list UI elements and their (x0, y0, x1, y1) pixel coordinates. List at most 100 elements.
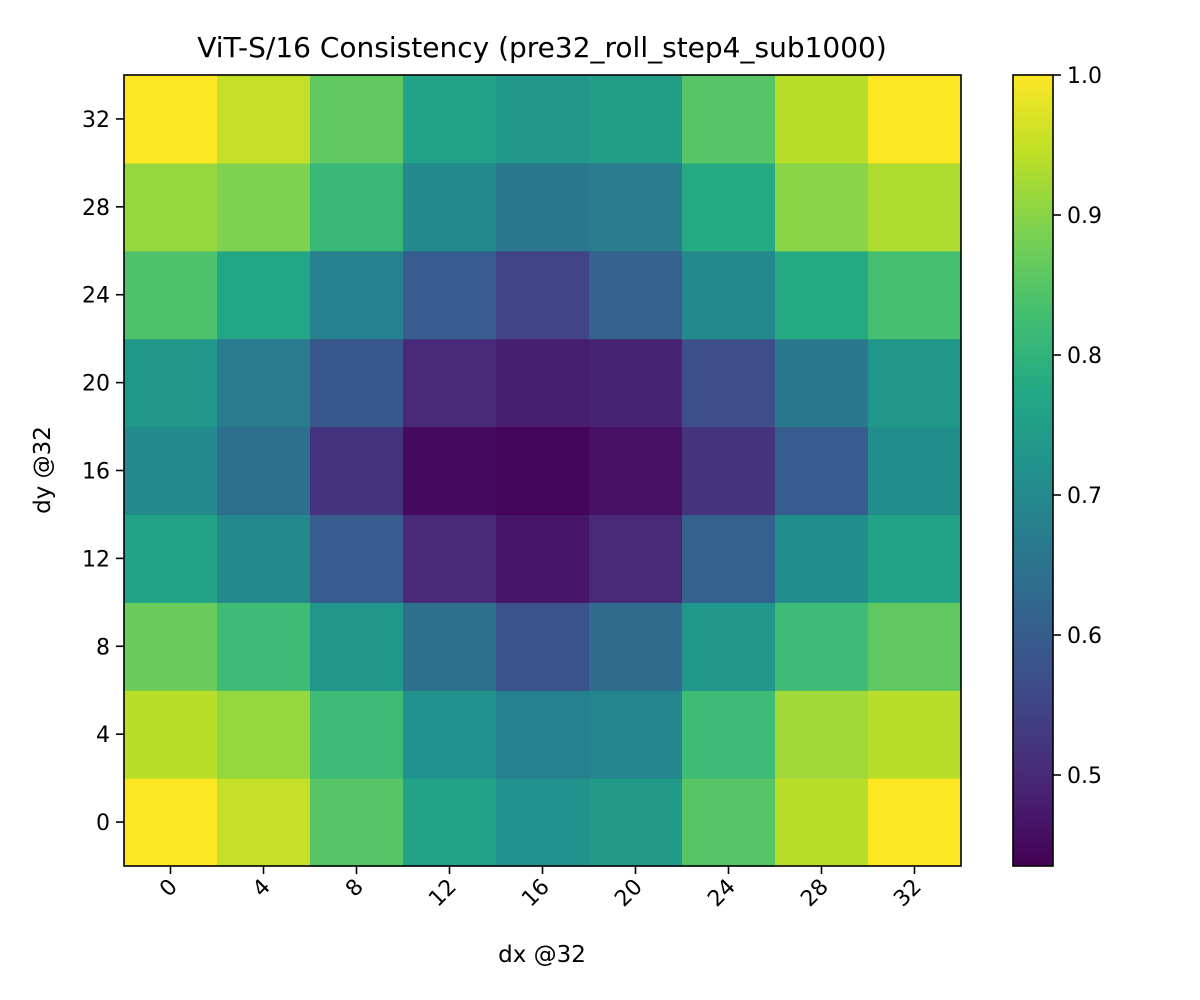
heatmap-cell (310, 426, 404, 516)
heatmap-cell (496, 250, 590, 340)
heatmap-cell (496, 162, 590, 252)
heatmap-cell (496, 338, 590, 428)
x-tick-label: 24 (703, 875, 740, 912)
y-tick-label: 0 (96, 811, 110, 836)
heatmap-cell (682, 602, 776, 691)
heatmap-cell (496, 778, 590, 867)
heatmap-cell (217, 162, 311, 252)
heatmap-cell (217, 338, 311, 428)
heatmap-cell (589, 426, 683, 516)
y-axis-label: dy @32 (30, 426, 56, 514)
heatmap-cell (403, 250, 497, 340)
x-tick-label: 8 (341, 875, 369, 903)
heatmap-cell (868, 778, 962, 867)
heatmap-cell (217, 426, 311, 516)
heatmap-cell (868, 338, 962, 428)
heatmap-cell (868, 602, 962, 691)
heatmap-cell (403, 338, 497, 428)
y-tick-label: 32 (82, 108, 110, 133)
heatmap-cell (682, 426, 776, 516)
heatmap-cell (682, 75, 776, 164)
heatmap-cell (310, 75, 404, 164)
y-tick-label: 16 (82, 460, 110, 485)
heatmap-cell (310, 602, 404, 691)
y-tick-label: 8 (96, 635, 110, 660)
x-tick-label: 32 (889, 875, 926, 912)
y-tick-label: 4 (96, 723, 110, 748)
heatmap-cell (217, 690, 311, 779)
heatmap-cell (124, 602, 218, 691)
x-axis-label: dx @32 (498, 942, 586, 968)
heatmap-cell (589, 338, 683, 428)
x-tick-label: 4 (248, 875, 276, 903)
heatmap-cell (496, 690, 590, 779)
heatmap-cell (589, 250, 683, 340)
y-tick-label: 24 (82, 284, 110, 309)
heatmap-cell (682, 162, 776, 252)
heatmap-cell (775, 514, 869, 603)
heatmap-cell (775, 75, 869, 164)
heatmap-cell (310, 514, 404, 603)
heatmap-cell (775, 250, 869, 340)
heatmap-cell (868, 75, 962, 164)
heatmap-cell (124, 75, 218, 164)
heatmap-cell (124, 778, 218, 867)
heatmap-cell (496, 75, 590, 164)
heatmap-cell (868, 690, 962, 779)
heatmap-cell (868, 514, 962, 603)
colorbar-tick-label: 0.7 (1067, 484, 1102, 509)
heatmap-cell (124, 690, 218, 779)
heatmap-cell (217, 75, 311, 164)
colorbar-tick-label: 0.6 (1067, 624, 1102, 649)
y-axis-ticks: 0 4 8 12 16 20 24 28 32 (82, 108, 124, 836)
y-tick-label: 12 (82, 547, 110, 572)
heatmap-cell (217, 250, 311, 340)
heatmap-cell (589, 514, 683, 603)
heatmap-cell (217, 778, 311, 867)
heatmap-cell (403, 162, 497, 252)
heatmap-cell (775, 162, 869, 252)
heatmap-cell (775, 778, 869, 867)
heatmap-cell (124, 426, 218, 516)
colorbar-ticks: 0.5 0.6 0.7 0.8 0.9 1.0 (1053, 64, 1102, 789)
colorbar-tick-label: 0.5 (1067, 764, 1102, 789)
heatmap-cell (589, 778, 683, 867)
colorbar-tick-label: 0.8 (1067, 344, 1102, 369)
heatmap-cell (310, 338, 404, 428)
x-tick-label: 0 (155, 875, 183, 903)
heatmap-cell (310, 778, 404, 867)
heatmap-cell (589, 602, 683, 691)
heatmap-cell (682, 690, 776, 779)
chart-title: ViT-S/16 Consistency (pre32_roll_step4_s… (197, 31, 887, 64)
heatmap-cell (124, 162, 218, 252)
x-tick-label: 16 (517, 875, 554, 912)
heatmap-cell (403, 426, 497, 516)
heatmap-cell (775, 338, 869, 428)
heatmap-cell (496, 426, 590, 516)
heatmap-cell (403, 690, 497, 779)
heatmap-cell (496, 602, 590, 691)
heatmap-cell (868, 426, 962, 516)
heatmap-cell (124, 514, 218, 603)
x-tick-label: 28 (796, 875, 833, 912)
heatmap-cell (868, 162, 962, 252)
colorbar-tick-label: 0.9 (1067, 204, 1102, 229)
heatmap-cell (310, 250, 404, 340)
heatmap-cell (589, 690, 683, 779)
heatmap-cell (682, 514, 776, 603)
heatmap-cell (589, 75, 683, 164)
colorbar-tick-label: 1.0 (1067, 64, 1102, 89)
heatmap-cell (403, 75, 497, 164)
heatmap-cell (682, 250, 776, 340)
x-axis-ticks: 0 4 8 12 16 20 24 28 32 (155, 866, 927, 912)
heatmap-cell (124, 250, 218, 340)
heatmap-cell (589, 162, 683, 252)
x-tick-label: 20 (610, 875, 647, 912)
heatmap-cell (682, 778, 776, 867)
heatmap-cell (775, 602, 869, 691)
heatmap-cell (775, 690, 869, 779)
heatmap-cells (124, 75, 962, 867)
heatmap-cell (496, 514, 590, 603)
heatmap-cell (217, 514, 311, 603)
heatmap-cell (124, 338, 218, 428)
